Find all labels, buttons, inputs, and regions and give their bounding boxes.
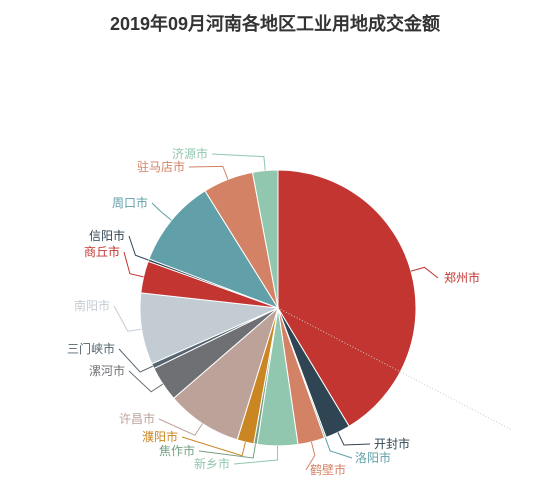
slice-label-0: 郑州市	[444, 270, 480, 285]
pie-slice-15[interactable]	[251, 169, 279, 309]
label-line-11	[123, 251, 144, 278]
label-line-9	[118, 348, 154, 373]
label-line-14	[188, 165, 229, 180]
slice-label-2: 洛阳市	[355, 450, 391, 465]
slice-label-4: 新乡市	[194, 456, 230, 471]
slice-label-11: 商丘市	[84, 244, 120, 259]
chart-title: 2019年09月河南各地区工业用地成交金额	[109, 14, 441, 34]
slice-label-3: 鹤壁市	[310, 462, 346, 477]
slice-label-7: 许昌市	[119, 411, 155, 426]
slice-label-10: 南阳市	[74, 298, 110, 313]
label-line-15	[211, 153, 266, 171]
slice-label-13: 周口市	[112, 195, 148, 210]
label-line-2	[324, 437, 353, 459]
label-line-1	[337, 432, 371, 446]
label-line-4	[233, 445, 279, 465]
slice-label-15: 济源市	[172, 146, 208, 161]
label-line-0	[410, 266, 439, 279]
slice-label-1: 开封市	[374, 436, 410, 451]
slice-label-14: 驻马店市	[137, 159, 185, 174]
guide-line	[277, 307, 513, 431]
label-line-6	[181, 436, 246, 457]
label-line-12	[128, 235, 149, 261]
slice-label-5: 焦作市	[159, 443, 195, 458]
label-line-3	[305, 441, 316, 471]
label-line-7	[158, 418, 203, 436]
slice-label-12: 信阳市	[89, 228, 125, 243]
slice-label-8: 漯河市	[89, 363, 125, 378]
slice-label-9: 三门峡市	[67, 341, 115, 356]
pie-slice-0[interactable]	[277, 169, 417, 427]
label-line-8	[128, 370, 164, 393]
label-line-10	[113, 305, 142, 332]
label-line-13	[151, 202, 172, 221]
label-line-5	[198, 444, 256, 459]
slice-label-6: 濮阳市	[142, 429, 178, 444]
